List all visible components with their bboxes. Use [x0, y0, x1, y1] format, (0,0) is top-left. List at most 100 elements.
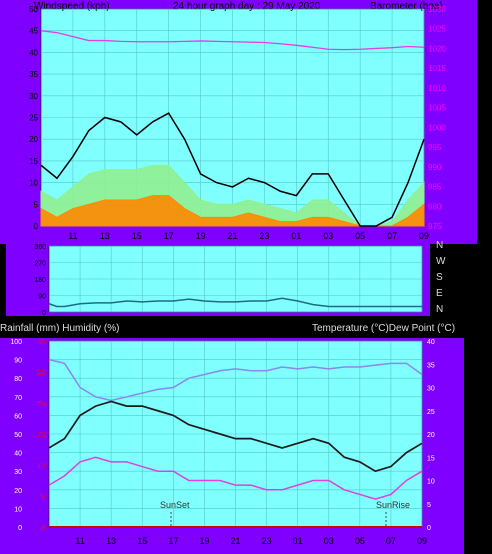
wind-x-tick-label: 07 [387, 231, 397, 241]
sunset-label: SunSet [160, 500, 190, 510]
humidity-tick-label: 0 [18, 525, 22, 532]
humidity-tick-label: 60 [14, 413, 22, 420]
humidity-tick-label: 50 [14, 432, 22, 439]
temp-axes: 0102030405060708090100051015202530051015… [10, 339, 435, 546]
wind-x-tick-label: 19 [196, 231, 206, 241]
wind-x-tick-label: 21 [227, 231, 237, 241]
direction-compass-label: E [436, 288, 443, 299]
barometer-tick-label: 1010 [428, 84, 446, 93]
barometer-tick-label: 1015 [428, 64, 446, 73]
wind-x-tick-label: 17 [164, 231, 174, 241]
barometer-tick-label: 1005 [428, 104, 446, 113]
rain-tick-label: 30 [37, 339, 45, 346]
direction-compass-label: N [436, 304, 443, 315]
humidity-tick-label: 80 [14, 376, 22, 383]
temp-x-tick-label: 17 [168, 536, 178, 546]
wind-axes: 0510152025303540455097598098599099510001… [29, 5, 446, 241]
series-direction-line [48, 297, 422, 308]
barometer-tick-label: 995 [428, 143, 442, 152]
wind-x-tick-label: 23 [259, 231, 269, 241]
temp-x-tick-label: 01 [293, 536, 303, 546]
rain-humidity-axis-title: Rainfall (mm) Humidity (%) [0, 323, 119, 334]
direction-compass-label: W [436, 256, 446, 267]
temp-x-tick-label: 15 [137, 536, 147, 546]
direction-tick-label: 270 [34, 261, 46, 268]
direction-tick-label: 0 [42, 310, 46, 317]
temp-x-tick-label: 09 [417, 536, 427, 546]
barometer-tick-label: 975 [428, 222, 442, 231]
wind-left-tick-label: 0 [34, 222, 39, 231]
temperature-tick-label: 20 [427, 432, 435, 439]
humidity-tick-label: 70 [14, 395, 22, 402]
temp-grid [49, 340, 423, 528]
series-humidity-line [48, 358, 423, 402]
temperature-tick-label: 40 [427, 339, 435, 346]
direction-compass-label: S [436, 272, 443, 283]
direction-tick-label: 360 [34, 244, 46, 251]
temperature-tick-label: 10 [427, 479, 435, 486]
temp-x-tick-label: 23 [262, 536, 272, 546]
barometer-tick-label: 1020 [428, 44, 446, 53]
barometer-tick-label: 985 [428, 183, 442, 192]
humidity-tick-label: 40 [14, 451, 22, 458]
barometer-tick-label: 990 [428, 163, 442, 172]
temp-x-tick-label: 05 [355, 536, 365, 546]
humidity-tick-label: 20 [14, 488, 22, 495]
temp-x-tick-label: 03 [324, 536, 334, 546]
series-dewpoint-line [48, 456, 423, 500]
wind-x-tick-label: 05 [355, 231, 365, 241]
temperature-tick-label: 0 [427, 525, 431, 532]
direction-series [48, 297, 422, 308]
wind-left-tick-label: 20 [29, 135, 38, 144]
wind-x-tick-label: 01 [291, 231, 301, 241]
series-barometer-line [40, 30, 425, 51]
wind-left-tick-label: 40 [29, 48, 38, 57]
direction-compass-label: N [436, 240, 443, 251]
temperature-tick-label: 30 [427, 386, 435, 393]
wind-left-tick-label: 5 [34, 200, 39, 209]
wind-series [40, 30, 425, 227]
wind-x-tick-label: 13 [100, 231, 110, 241]
temperature-tick-label: 25 [427, 409, 435, 416]
temp-x-tick-label: 07 [386, 536, 396, 546]
graph-title: 24 hour graph day : 29 May 2020 [173, 1, 321, 12]
series-gust-line [40, 112, 425, 227]
wind-x-tick-label: 09 [419, 231, 429, 241]
humidity-tick-label: 100 [10, 339, 22, 346]
rain-tick-label: 20 [37, 401, 45, 408]
series-low-area [40, 195, 425, 227]
temperature-tick-label: 15 [427, 455, 435, 462]
temp-x-tick-label: 11 [75, 536, 84, 546]
humidity-tick-label: 90 [14, 358, 22, 365]
temp-series [48, 358, 423, 528]
barometer-axis-title: Barometer (hpa) [370, 1, 443, 12]
rain-tick-label: 5 [41, 494, 45, 501]
humidity-tick-label: 30 [14, 469, 22, 476]
wind-x-tick-label: 03 [323, 231, 333, 241]
direction-tick-label: 180 [34, 277, 46, 284]
temp-x-tick-label: 21 [230, 536, 240, 546]
wind-x-tick-label: 15 [132, 231, 142, 241]
wind-left-tick-label: 25 [29, 114, 38, 123]
temp-x-tick-label: 13 [106, 536, 116, 546]
temperature-tick-label: 5 [427, 502, 431, 509]
wind-left-tick-label: 45 [29, 27, 38, 36]
temp-x-tick-label: 19 [199, 536, 209, 546]
rain-tick-label: 25 [37, 370, 45, 377]
direction-tick-label: 90 [38, 294, 46, 301]
sunrise-label: SunRise [376, 500, 410, 510]
wind-axis-title: Windspeed (kph) [34, 1, 110, 12]
rain-tick-label: 0 [41, 525, 45, 532]
wind-left-tick-label: 50 [29, 5, 38, 14]
wind-left-tick-label: 10 [29, 179, 38, 188]
barometer-tick-label: 1025 [428, 25, 446, 34]
wind-left-tick-label: 35 [29, 70, 38, 79]
barometer-tick-label: 1030 [428, 5, 446, 14]
wind-left-tick-label: 30 [29, 92, 38, 101]
wind-x-tick-label: 11 [68, 231, 77, 241]
humidity-tick-label: 10 [14, 506, 22, 513]
series-temperature-line [48, 400, 423, 473]
temp-dew-axis-title: Temperature (°C)Dew Point (°C) [312, 323, 455, 334]
